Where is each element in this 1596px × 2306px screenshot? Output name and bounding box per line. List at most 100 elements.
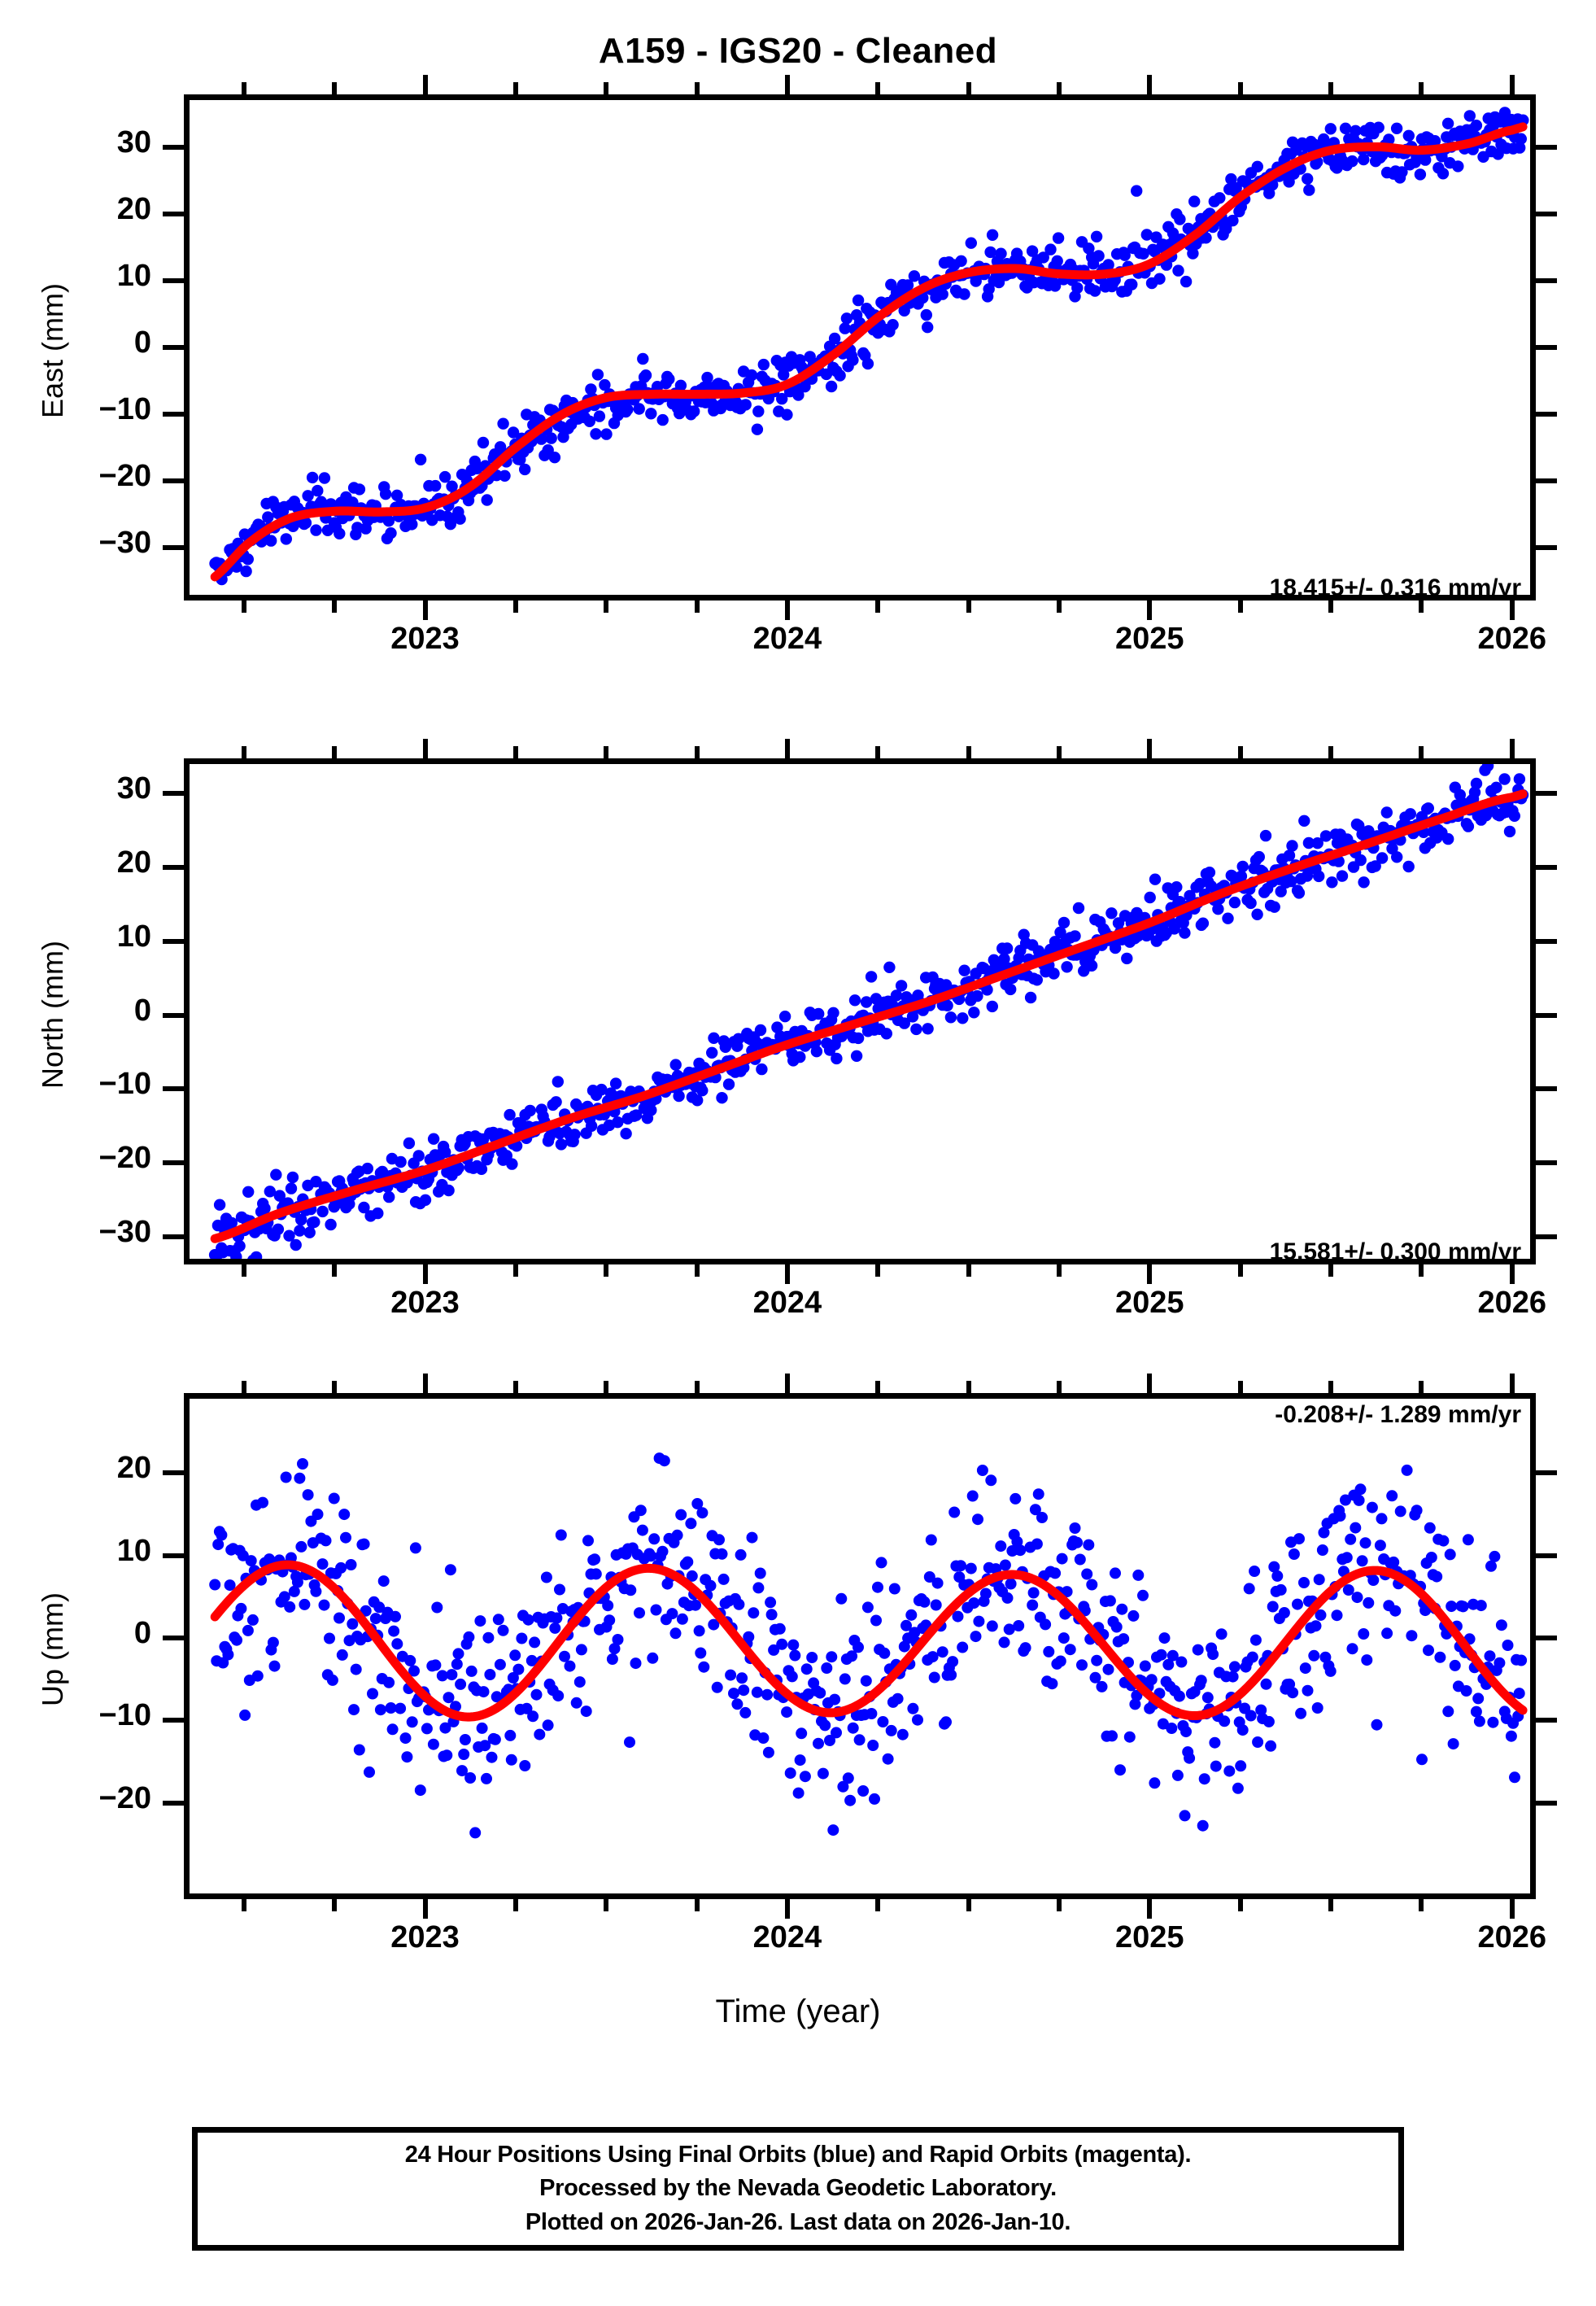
x-tick-minor bbox=[875, 82, 881, 94]
y-tick-mark bbox=[1536, 1800, 1557, 1806]
x-tick-minor bbox=[1328, 746, 1334, 758]
x-tick-minor bbox=[332, 1899, 338, 1911]
x-tick-minor bbox=[694, 1381, 700, 1393]
x-tick-minor bbox=[1419, 1899, 1424, 1911]
y-tick-label: 0 bbox=[133, 325, 151, 360]
x-tick-minor bbox=[1056, 1264, 1062, 1277]
y-tick-mark bbox=[1536, 1012, 1557, 1018]
panel-north bbox=[184, 758, 1536, 1264]
x-tick-minor bbox=[1419, 1264, 1424, 1277]
x-tick-minor bbox=[512, 1264, 518, 1277]
y-tick-mark bbox=[1536, 211, 1557, 216]
panel-east bbox=[184, 94, 1536, 601]
x-tick-minor bbox=[966, 1264, 971, 1277]
x-tick-label: 2024 bbox=[752, 622, 822, 656]
trend-line bbox=[210, 122, 1528, 582]
y-tick-mark bbox=[163, 144, 184, 150]
y-tick-mark bbox=[163, 1086, 184, 1092]
y-tick-mark bbox=[163, 865, 184, 871]
y-tick-mark bbox=[1536, 345, 1557, 350]
y-tick-mark bbox=[163, 1160, 184, 1166]
y-tick-mark bbox=[1536, 277, 1557, 283]
x-tick-major bbox=[422, 1899, 428, 1919]
x-tick-major bbox=[1509, 75, 1515, 94]
x-tick-minor bbox=[332, 1264, 338, 1277]
scatter-points bbox=[208, 764, 1529, 1259]
x-tick-major bbox=[1509, 1374, 1515, 1393]
x-tick-major bbox=[422, 1374, 428, 1393]
page-title: A159 - IGS20 - Cleaned bbox=[598, 31, 998, 71]
x-tick-minor bbox=[1419, 82, 1424, 94]
x-tick-minor bbox=[332, 746, 338, 758]
y-tick-mark bbox=[1536, 412, 1557, 417]
x-axis-title: Time (year) bbox=[715, 1994, 881, 2029]
y-tick-label: −20 bbox=[98, 1141, 151, 1176]
x-tick-label: 2025 bbox=[1115, 1920, 1184, 1954]
y-tick-label: 10 bbox=[116, 1533, 151, 1568]
x-tick-major bbox=[1509, 1264, 1515, 1284]
x-tick-major bbox=[1147, 1899, 1153, 1919]
x-tick-minor bbox=[1419, 1381, 1424, 1393]
x-tick-minor bbox=[332, 82, 338, 94]
y-tick-mark bbox=[1536, 1718, 1557, 1723]
rate-label-east: 18.415+/- 0.316 mm/yr bbox=[1269, 574, 1521, 601]
x-tick-minor bbox=[1328, 1264, 1334, 1277]
x-tick-minor bbox=[694, 601, 700, 613]
x-tick-major bbox=[784, 75, 790, 94]
y-tick-label: 0 bbox=[133, 1615, 151, 1650]
x-tick-major bbox=[422, 601, 428, 620]
x-tick-minor bbox=[1419, 601, 1424, 613]
x-tick-label: 2024 bbox=[752, 1286, 822, 1320]
y-tick-label: 20 bbox=[116, 1451, 151, 1486]
x-tick-major bbox=[1147, 739, 1153, 758]
y-tick-mark bbox=[1536, 478, 1557, 484]
x-tick-minor bbox=[1056, 1899, 1062, 1911]
y-tick-label: −20 bbox=[98, 1780, 151, 1815]
x-tick-minor bbox=[694, 746, 700, 758]
y-tick-label: 20 bbox=[116, 845, 151, 880]
y-tick-mark bbox=[163, 1718, 184, 1723]
y-tick-mark bbox=[163, 211, 184, 216]
x-tick-minor bbox=[1237, 1381, 1243, 1393]
y-tick-mark bbox=[163, 1012, 184, 1018]
x-tick-minor bbox=[604, 746, 609, 758]
y-tick-mark bbox=[1536, 938, 1557, 944]
x-tick-major bbox=[422, 1264, 428, 1284]
panel-up-plot bbox=[209, 1452, 1528, 1839]
x-tick-minor bbox=[604, 1899, 609, 1911]
trend-line bbox=[210, 1560, 1528, 1722]
y-tick-mark bbox=[163, 938, 184, 944]
y-tick-mark bbox=[163, 1553, 184, 1558]
x-tick-label: 2026 bbox=[1477, 622, 1546, 656]
x-tick-minor bbox=[241, 746, 246, 758]
x-tick-minor bbox=[1237, 746, 1243, 758]
x-tick-major bbox=[422, 75, 428, 94]
x-tick-minor bbox=[875, 1381, 881, 1393]
x-tick-minor bbox=[875, 1899, 881, 1911]
x-tick-label: 2026 bbox=[1477, 1920, 1546, 1954]
y-tick-label: 0 bbox=[133, 993, 151, 1028]
x-tick-major bbox=[1147, 75, 1153, 94]
y-tick-mark bbox=[163, 1470, 184, 1476]
y-tick-mark bbox=[163, 1635, 184, 1640]
scatter-points bbox=[209, 1452, 1528, 1839]
trend-line bbox=[210, 789, 1528, 1243]
x-tick-minor bbox=[241, 1899, 246, 1911]
x-tick-minor bbox=[966, 1381, 971, 1393]
x-tick-minor bbox=[512, 1899, 518, 1911]
y-tick-label: −30 bbox=[98, 1214, 151, 1249]
x-tick-minor bbox=[694, 82, 700, 94]
x-tick-major bbox=[784, 1374, 790, 1393]
y-tick-mark bbox=[1536, 1234, 1557, 1239]
rate-label-up: -0.208+/- 1.289 mm/yr bbox=[1275, 1401, 1521, 1428]
x-tick-minor bbox=[332, 1381, 338, 1393]
y-tick-label: −10 bbox=[98, 1067, 151, 1102]
x-tick-minor bbox=[512, 1381, 518, 1393]
rate-label-north: 15.581+/- 0.300 mm/yr bbox=[1269, 1238, 1521, 1265]
x-tick-major bbox=[1509, 739, 1515, 758]
x-tick-minor bbox=[966, 1899, 971, 1911]
x-tick-major bbox=[784, 1899, 790, 1919]
x-tick-minor bbox=[875, 746, 881, 758]
x-tick-minor bbox=[1056, 601, 1062, 613]
